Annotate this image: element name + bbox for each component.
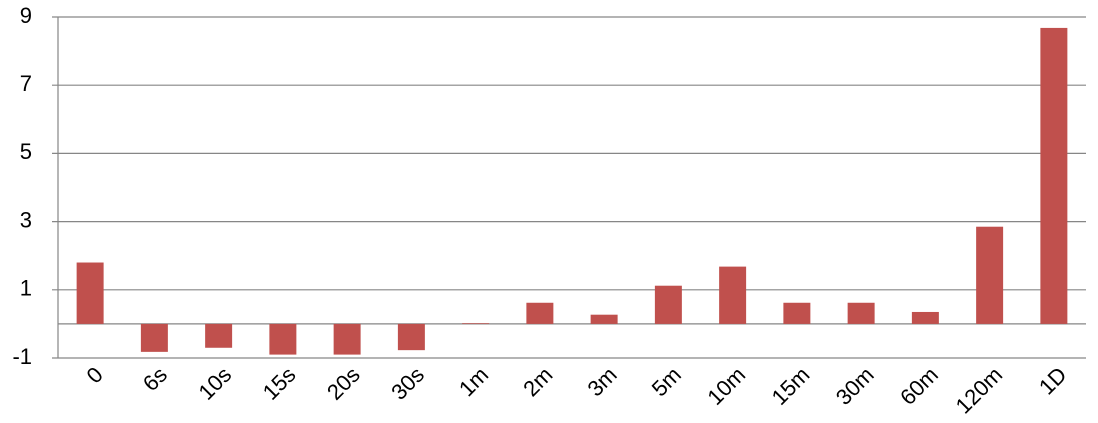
x-tick-label: 10s (194, 362, 237, 405)
y-tick-label: 7 (20, 71, 32, 96)
bar (976, 226, 1004, 324)
bar (847, 302, 875, 324)
y-tick-label: 1 (20, 276, 32, 301)
bar (462, 323, 490, 324)
x-tick-label: 1D (1034, 362, 1072, 400)
bar (333, 323, 361, 355)
bar (911, 311, 939, 324)
x-tick-label: 20s (322, 362, 365, 405)
bar (140, 323, 168, 352)
bar (526, 302, 554, 324)
x-tick-label: 120m (951, 362, 1008, 419)
bar (719, 266, 747, 324)
bar (205, 323, 233, 348)
x-tick-label: 15s (258, 362, 301, 405)
bar (76, 262, 104, 324)
bar (590, 314, 618, 324)
bar (783, 302, 811, 324)
x-tick-label: 30m (831, 362, 879, 410)
y-tick-label: 9 (20, 3, 32, 28)
y-tick-label: -1 (12, 344, 32, 369)
y-tick-label: 5 (20, 139, 32, 164)
x-tick-label: 3m (582, 362, 621, 401)
x-tick-label: 6s (138, 362, 172, 396)
bar (1040, 27, 1068, 324)
x-tick-label: 10m (702, 362, 750, 410)
bar (654, 285, 682, 324)
x-tick-label: 0 (81, 362, 107, 388)
y-tick-label: 3 (20, 207, 32, 232)
bar (269, 323, 297, 355)
x-tick-label: 2m (518, 362, 557, 401)
x-tick-label: 30s (386, 362, 429, 405)
x-tick-label: 60m (895, 362, 943, 410)
bar (397, 323, 425, 351)
x-tick-label: 15m (767, 362, 815, 410)
x-tick-label: 5m (647, 362, 686, 401)
x-tick-label: 1m (454, 362, 493, 401)
